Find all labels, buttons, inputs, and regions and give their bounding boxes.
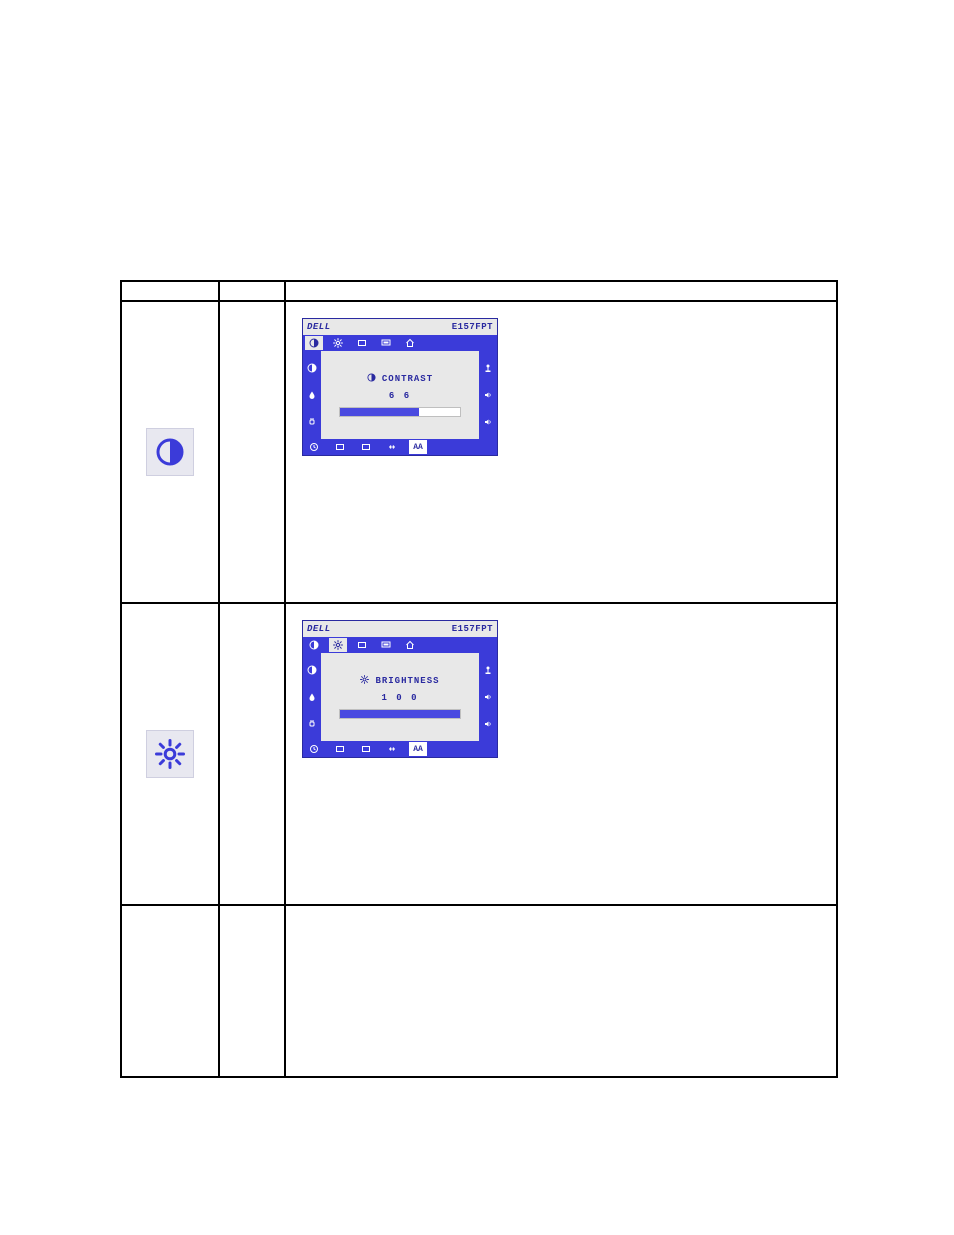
osd-left-rail [303,653,321,741]
osd-aa-icon: AA [409,742,427,756]
osd-slider[interactable] [339,709,461,719]
osd-side-speaker-icon [481,388,495,402]
osd-model: E157FPT [452,322,493,332]
osd-side-joystick-icon [481,663,495,677]
osd-tab-brightness[interactable] [329,638,347,652]
header-cell [121,281,219,301]
osd-bottom-row: AA [303,439,497,455]
osd-side-speaker-icon [481,690,495,704]
osd-aa-icon: AA [409,440,427,454]
empty-cell [121,905,219,1077]
empty-cell [285,905,837,1077]
osd-brand: DELL [307,624,331,634]
settings-row-contrast: DELL E157FPT CONTRAST 6 6 AA [121,301,837,603]
osd-bottom-clock-icon [305,440,323,454]
contrast-icon [367,373,376,385]
osd-side-plug-icon [305,717,319,731]
osd-side-drop-icon [305,388,319,402]
osd-left-rail [303,351,321,439]
osd-slider[interactable] [339,407,461,417]
osd-bottom-rect-icon [331,742,349,756]
osd-tab-home[interactable] [401,336,419,350]
header-cell [219,281,285,301]
osd-side-contrast-icon [305,663,319,677]
page: DELL E157FPT CONTRAST 6 6 AA DELL E157FPT BRIGH… [0,0,954,1235]
empty-cell [219,905,285,1077]
settings-table: DELL E157FPT CONTRAST 6 6 AA DELL E157FPT BRIGH… [120,280,838,1078]
row-spacer-cell [219,603,285,905]
row-icon-cell [121,301,219,603]
osd-side-drop-icon [305,690,319,704]
osd-bottom-arrows-icon [383,440,401,454]
osd-tabrow [303,335,497,351]
settings-row-brightness: DELL E157FPT BRIGHTNESS 1 0 0 AA [121,603,837,905]
osd-right-rail [479,653,497,741]
contrast-icon [146,428,194,476]
osd-bottom-rect-icon [331,440,349,454]
osd-bottom-clock-icon [305,742,323,756]
osd-tab-rect[interactable] [353,638,371,652]
osd-tab-screen[interactable] [377,336,395,350]
osd-bottom-rect-icon [357,440,375,454]
brightness-icon [360,675,369,687]
osd-setting-value: 1 0 0 [381,693,418,703]
osd-panel: DELL E157FPT CONTRAST 6 6 AA [302,318,498,456]
osd-brand: DELL [307,322,331,332]
osd-tabrow [303,637,497,653]
osd-bottom-arrows-icon [383,742,401,756]
osd-side-speaker-icon [481,717,495,731]
osd-side-joystick-icon [481,361,495,375]
row-icon-cell [121,603,219,905]
osd-titlebar: DELL E157FPT [303,319,497,335]
osd-bottom-rect-icon [357,742,375,756]
osd-side-speaker-icon [481,415,495,429]
osd-tab-contrast[interactable] [305,336,323,350]
osd-titlebar: DELL E157FPT [303,621,497,637]
osd-panel: DELL E157FPT BRIGHTNESS 1 0 0 AA [302,620,498,758]
brightness-icon [146,730,194,778]
osd-tab-brightness[interactable] [329,336,347,350]
osd-setting-label: BRIGHTNESS [375,676,439,686]
osd-center: CONTRAST 6 6 [321,351,479,439]
osd-tab-contrast[interactable] [305,638,323,652]
osd-side-plug-icon [305,415,319,429]
header-cell [285,281,837,301]
osd-right-rail [479,351,497,439]
osd-tab-home[interactable] [401,638,419,652]
row-body-cell: DELL E157FPT CONTRAST 6 6 AA [285,301,837,603]
osd-setting-value: 6 6 [389,391,411,401]
osd-side-contrast-icon [305,361,319,375]
osd-bottom-row: AA [303,741,497,757]
row-spacer-cell [219,301,285,603]
osd-setting-label: CONTRAST [382,374,433,384]
osd-center: BRIGHTNESS 1 0 0 [321,653,479,741]
row-body-cell: DELL E157FPT BRIGHTNESS 1 0 0 AA [285,603,837,905]
osd-model: E157FPT [452,624,493,634]
osd-tab-screen[interactable] [377,638,395,652]
osd-tab-rect[interactable] [353,336,371,350]
